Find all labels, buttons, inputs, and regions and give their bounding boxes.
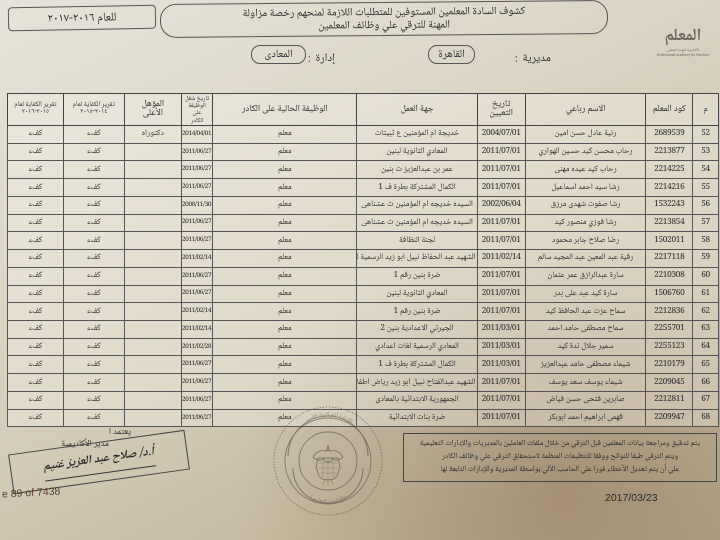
svg-text:والإدارات التعليمية: والإدارات التعليمية	[307, 492, 349, 507]
svg-text:الإدارة المركزية للقدس: الإدارة المركزية للقدس	[301, 409, 356, 427]
